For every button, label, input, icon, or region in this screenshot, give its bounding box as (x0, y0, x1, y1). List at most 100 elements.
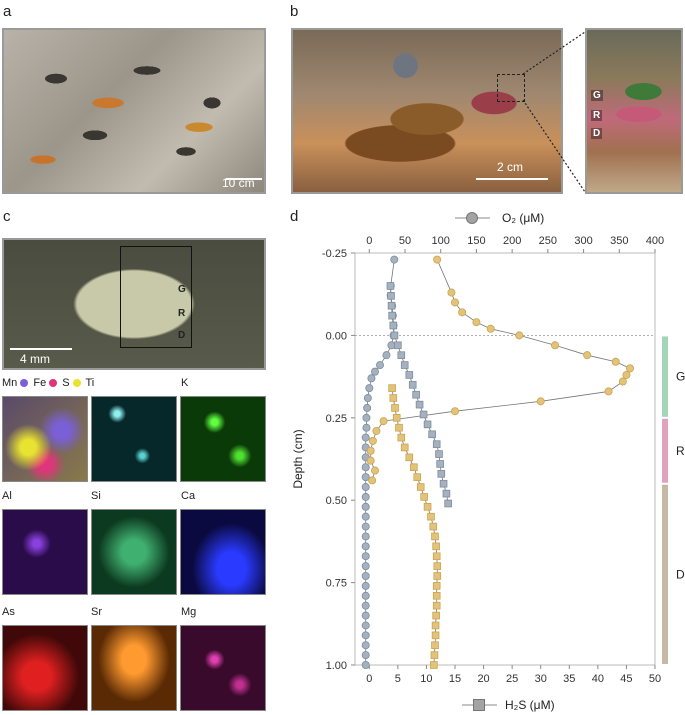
o2-point (361, 552, 370, 561)
h2s-point (429, 522, 438, 531)
h2s-point (423, 502, 432, 511)
map-si (91, 509, 177, 595)
o2-point (363, 403, 372, 412)
h2s-point (436, 460, 444, 468)
o2-point (622, 370, 631, 379)
map-label-mg: Mg (181, 606, 197, 618)
map-as (2, 625, 88, 711)
map-label-ca: Ca (181, 490, 196, 502)
mat-section-photo: 2 cm (291, 28, 563, 194)
o2-point (361, 660, 370, 669)
h2s-tick-label: 35 (563, 673, 575, 685)
h2s-point (389, 394, 398, 402)
o2-tick-label: 300 (574, 235, 592, 247)
h2s-tick-label: 15 (449, 673, 461, 685)
o2-point (361, 651, 370, 660)
o2-point (447, 288, 456, 297)
inset-zone-r: R (591, 110, 603, 121)
map-composite (2, 396, 88, 482)
o2-point (363, 394, 372, 403)
o2-point (362, 413, 371, 422)
o2-tick-label: 100 (432, 235, 450, 247)
map-k (180, 396, 266, 482)
o2-tick-label: 250 (539, 235, 557, 247)
o2-point (361, 591, 370, 600)
h2s-tick-label: 0 (366, 673, 372, 685)
map-al (2, 509, 88, 595)
h2s-point (419, 410, 428, 419)
o2-point (458, 308, 467, 317)
o2-tick-label: 350 (610, 235, 628, 247)
o2-point (361, 641, 370, 650)
h2s-point (397, 433, 406, 442)
zone-bar-g (662, 336, 668, 417)
h2s-legend-marker (473, 699, 485, 711)
h2s-point (386, 282, 395, 290)
mapped-region-box (120, 246, 192, 348)
o2-point (368, 476, 377, 485)
o2-point (433, 255, 442, 264)
o2-point (361, 581, 370, 590)
h2s-point (400, 361, 409, 369)
o2-point (387, 341, 396, 350)
panel-label-d: d (290, 208, 299, 225)
h2s-point (387, 301, 396, 310)
o2-point (361, 542, 370, 551)
h2s-point (413, 473, 422, 481)
inset-zone-d: D (591, 128, 603, 139)
map-label-k: K (181, 377, 189, 389)
depth-axis-label: Depth (cm) (291, 429, 305, 488)
h2s-point (432, 440, 441, 448)
h2s-point (442, 489, 451, 498)
mat-field-photo: 10 cm (2, 28, 266, 194)
scale-label-c: 4 mm (20, 352, 50, 366)
h2s-point (400, 443, 409, 452)
o2-point (361, 512, 370, 521)
o2-point (361, 562, 370, 571)
o2-point (366, 446, 375, 455)
h2s-point (412, 390, 420, 399)
h2s-point (390, 331, 399, 340)
h2s-point (432, 552, 441, 561)
map-label-sr: Sr (91, 606, 102, 618)
h2s-point (439, 479, 448, 488)
o2-point (450, 298, 459, 307)
o2-legend-marker (466, 212, 478, 224)
o2-point (362, 423, 371, 432)
h2s-point (431, 641, 439, 650)
o2-point (361, 522, 370, 531)
h2s-point (428, 430, 436, 439)
h2s-point (410, 463, 418, 472)
o2-point (376, 361, 385, 370)
h2s-tick-label: 45 (620, 673, 632, 685)
o2-point (361, 601, 370, 610)
h2s-point (388, 384, 396, 392)
h2s-point (394, 341, 402, 350)
o2-point (361, 473, 370, 482)
o2-point (515, 331, 524, 340)
h2s-point (435, 450, 443, 458)
o2-point (371, 367, 380, 376)
depth-tick-label: 0.25 (326, 413, 347, 425)
h2s-point (432, 601, 441, 610)
h2s-point (432, 591, 441, 600)
o2-point (611, 357, 620, 366)
map-label-as: As (2, 606, 15, 618)
h2s-point (433, 572, 442, 580)
h2s-point (408, 381, 417, 389)
h2s-point (395, 423, 403, 432)
scale-label-a: 10 cm (222, 176, 255, 190)
o2-tick-label: 0 (366, 235, 372, 247)
h2s-point (444, 499, 452, 508)
scale-bar-c (10, 348, 72, 350)
scale-bar-a (226, 178, 262, 180)
zone-label-d: D (676, 567, 685, 581)
o2-tick-label: 150 (467, 235, 485, 247)
h2s-point (433, 562, 442, 570)
o2-point (390, 255, 399, 264)
h2s-point (387, 292, 395, 300)
h2s-point (405, 453, 414, 462)
o2-point (368, 436, 377, 445)
h2s-point (430, 651, 439, 659)
h2s-point (416, 483, 425, 491)
